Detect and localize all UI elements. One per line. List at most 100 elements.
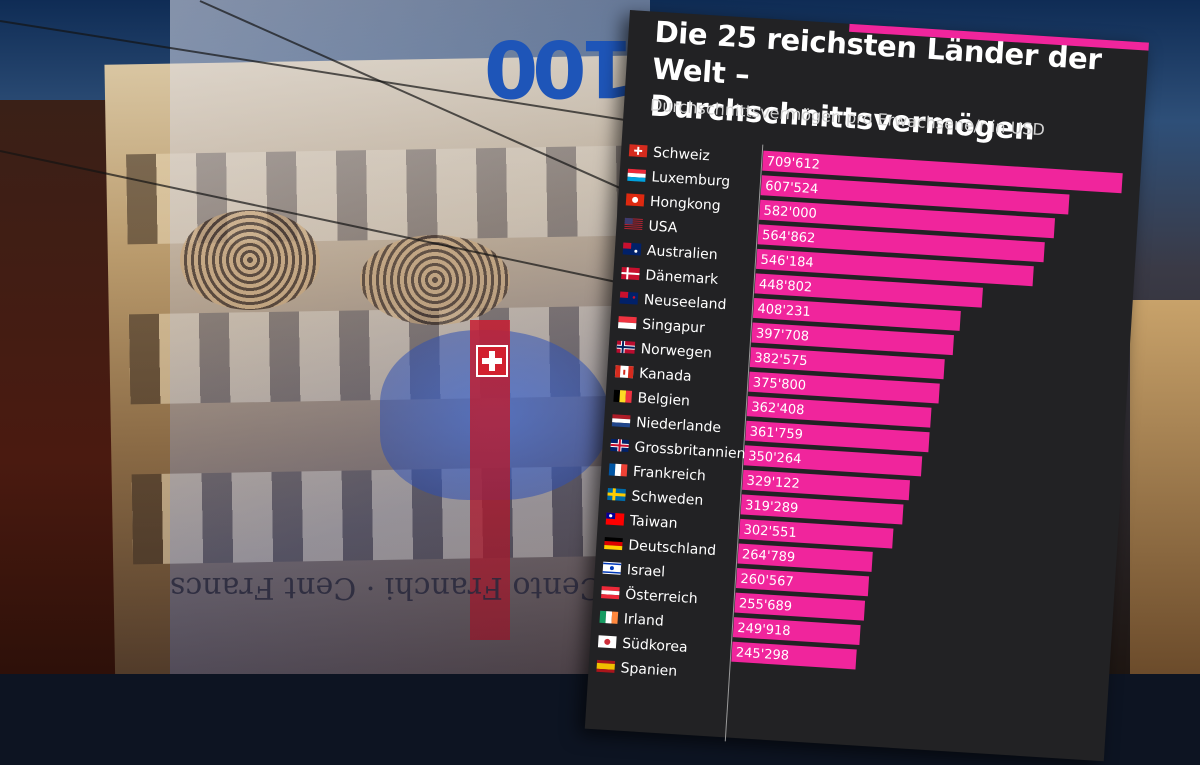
flag-part <box>634 149 643 153</box>
value-label: 245'298 <box>735 645 789 663</box>
flag-part <box>624 223 643 227</box>
category-label: Kanada <box>639 366 692 385</box>
taiwan-flag-icon <box>605 512 625 526</box>
flag-part <box>609 566 614 571</box>
bar <box>735 568 870 597</box>
category-label: Luxemburg <box>651 169 731 190</box>
flag-part <box>599 610 607 624</box>
sweden-flag-icon <box>607 487 626 502</box>
value-label: 582'000 <box>763 204 817 222</box>
singapore-flag-icon <box>618 316 637 330</box>
bar <box>746 396 932 428</box>
banknote-globe <box>180 210 320 310</box>
bar <box>757 224 1045 263</box>
category-label: Singapur <box>642 317 706 337</box>
right-facade <box>1130 300 1200 674</box>
category-label: Dänemark <box>645 268 720 289</box>
value-label: 264'789 <box>742 547 796 565</box>
bar <box>760 175 1070 215</box>
bar <box>740 494 904 525</box>
value-label: 709'612 <box>766 154 820 172</box>
flag-part <box>618 316 637 324</box>
value-label: 564'862 <box>762 228 816 246</box>
flag-part <box>612 414 631 420</box>
spain-flag-icon <box>596 659 616 673</box>
flag-part <box>605 611 613 624</box>
flag-part <box>619 291 629 299</box>
flag-part <box>601 586 620 592</box>
value-label: 375'800 <box>752 375 806 393</box>
bar <box>754 273 983 308</box>
flag-part <box>621 271 640 276</box>
bar <box>745 420 930 453</box>
flag-part <box>610 443 629 447</box>
category-label: Spanien <box>620 660 678 680</box>
flag-part <box>624 225 643 229</box>
bar <box>737 543 873 572</box>
bar <box>742 469 910 501</box>
category-label: Neuseeland <box>643 292 727 313</box>
flag-part <box>618 322 637 330</box>
australia-flag-icon <box>622 242 642 256</box>
flag-part <box>596 659 616 664</box>
flag-part <box>604 638 611 645</box>
infographic-card: Die 25 reichsten Länder der Welt – Durch… <box>584 10 1149 762</box>
swiss-cross-icon <box>476 345 508 377</box>
flag-part <box>603 562 622 566</box>
bar <box>762 150 1123 194</box>
flag-part <box>611 422 631 428</box>
flag-part <box>607 492 626 497</box>
flag-part <box>602 571 621 574</box>
flag-part <box>623 369 626 375</box>
value-label: 249'918 <box>737 621 791 639</box>
flag-part <box>627 168 646 174</box>
swiss-flag-icon <box>628 144 648 158</box>
category-label: Österreich <box>625 585 698 608</box>
value-label: 255'689 <box>738 596 792 614</box>
category-label: Norwegen <box>640 341 712 361</box>
category-label: Deutschland <box>628 538 717 559</box>
value-label: 319'289 <box>745 498 799 516</box>
flag-part <box>604 541 623 547</box>
category-label: Irland <box>623 611 664 629</box>
y-axis-line <box>724 144 764 742</box>
category-label: Schweiz <box>653 145 711 165</box>
bar <box>759 199 1056 239</box>
value-label: 397'708 <box>755 326 809 344</box>
flag-part <box>611 611 619 624</box>
flag-part <box>624 227 643 231</box>
bar-chart: Schweiz Luxemburg Hongkong USA Australien Dän… <box>596 144 1123 742</box>
southkorea-flag-icon <box>597 635 617 649</box>
bar <box>748 371 940 404</box>
value-label: 302'551 <box>743 523 797 541</box>
newzealand-flag-icon <box>619 291 639 305</box>
flag-part <box>601 590 620 596</box>
flag-part <box>627 172 646 178</box>
banknote-globe <box>360 235 510 325</box>
belgium-flag-icon <box>613 389 633 403</box>
category-label: Belgien <box>637 390 690 409</box>
canada-flag-icon <box>614 365 634 379</box>
category-label: USA <box>648 218 678 236</box>
flag-part <box>627 366 634 379</box>
flag-part <box>604 545 623 551</box>
category-label: Niederlande <box>636 415 722 436</box>
banknote-digits: 100 <box>490 22 635 112</box>
category-label: Schweden <box>631 488 704 508</box>
value-label: 260'567 <box>740 572 794 590</box>
category-label: Frankreich <box>633 464 707 485</box>
value-label: 607'524 <box>765 179 819 197</box>
value-label: 382'575 <box>754 351 808 369</box>
flag-part <box>619 390 627 403</box>
netherlands-flag-icon <box>611 414 631 428</box>
flag-part <box>614 463 622 477</box>
flag-part <box>627 176 646 182</box>
value-label: 329'122 <box>746 474 800 492</box>
flag-part <box>634 249 638 253</box>
flag-part <box>620 464 628 477</box>
bar <box>755 248 1034 287</box>
category-label: Grossbritannien <box>634 439 746 462</box>
value-label: 361'759 <box>749 424 803 442</box>
flag-part <box>608 463 616 476</box>
category-label: Südkorea <box>622 636 688 656</box>
